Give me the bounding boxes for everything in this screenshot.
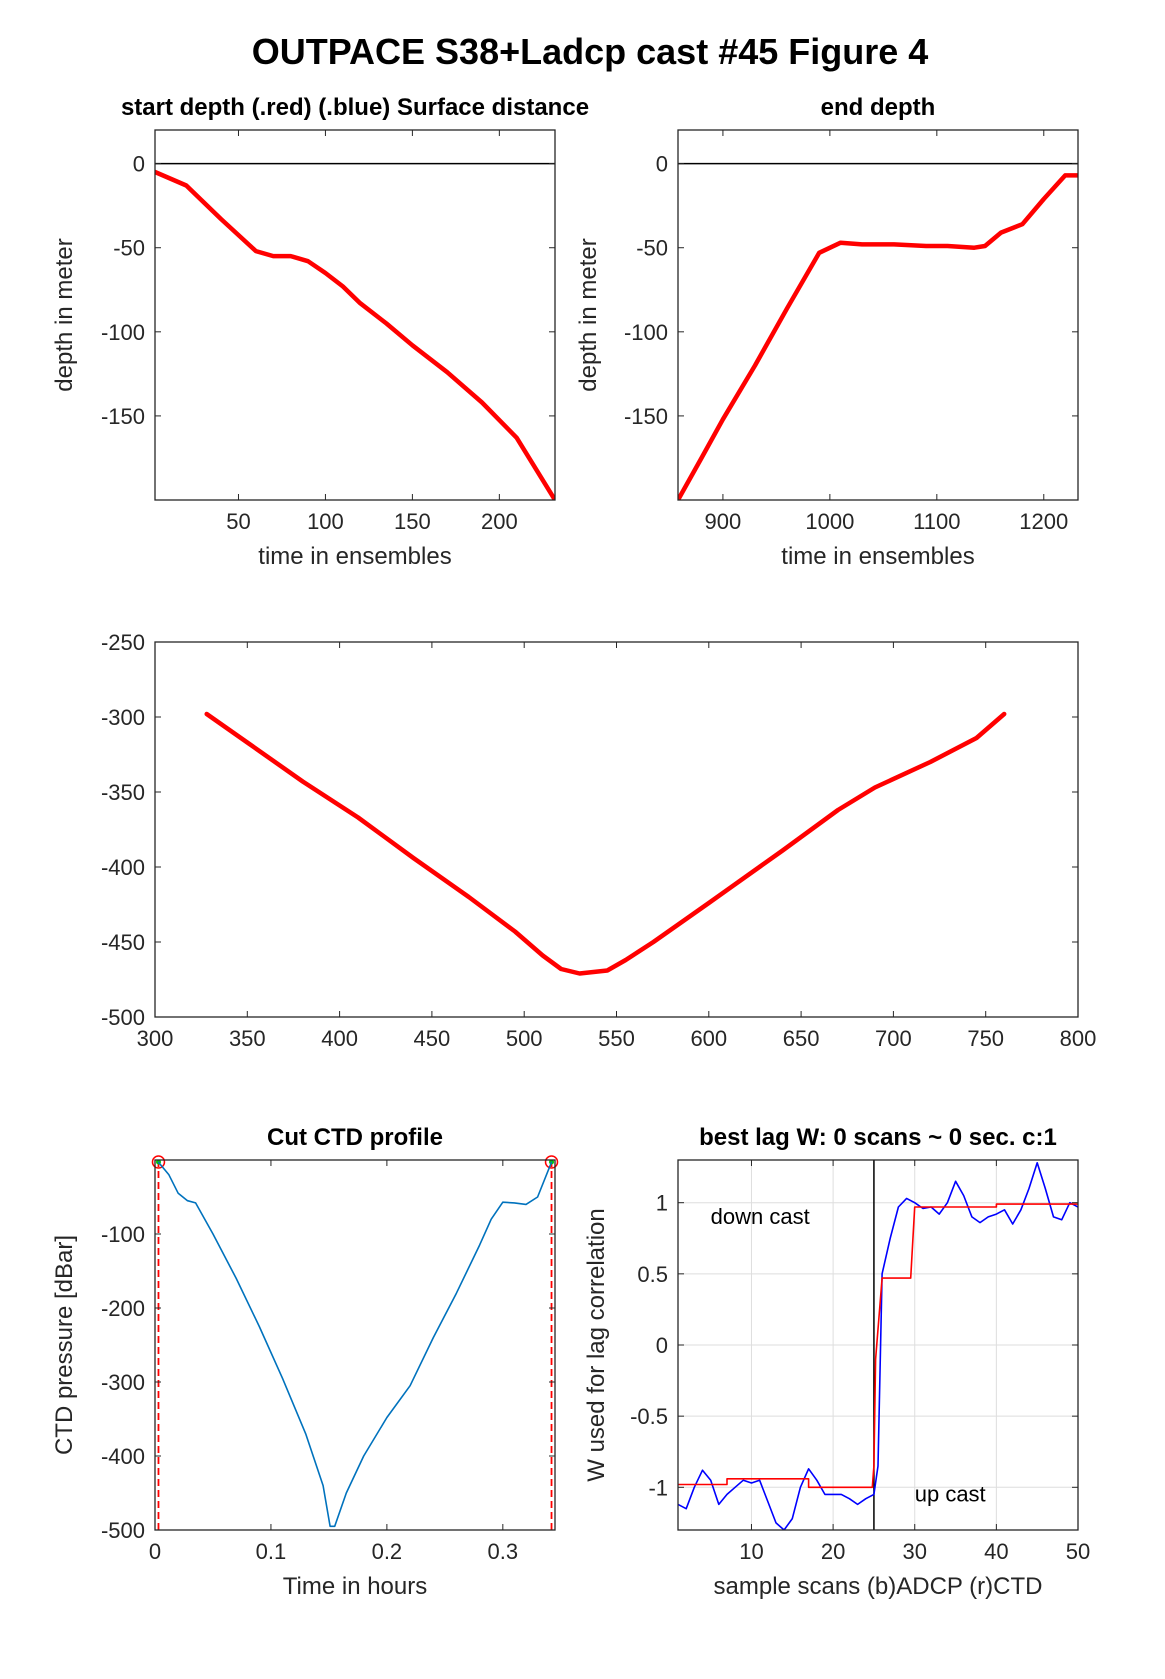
cut-xtick-label-2: 0.2 bbox=[372, 1539, 403, 1564]
lag-xtick-label-1: 20 bbox=[821, 1539, 845, 1564]
cut-ytick-label-3: -400 bbox=[101, 1444, 145, 1469]
panel-cut: 0 0.1 0.2 0.3 -100 -200 -300 -400 -500 Cut CTD pr… bbox=[51, 1124, 559, 1600]
panel-end: 900 1000 1100 1200 0 -50 -100 -150 end depth time… bbox=[575, 94, 1079, 570]
start-ytick-label-2: -100 bbox=[101, 320, 145, 345]
start-axes-box bbox=[154, 129, 556, 501]
middle-ytick-label-0: -250 bbox=[101, 630, 145, 655]
middle-xtick-label-4: 500 bbox=[506, 1026, 543, 1051]
start-ylabel: depth in meter bbox=[51, 238, 78, 391]
cut-ytick-label-4: -500 bbox=[101, 1518, 145, 1543]
start-xtick-label-0: 50 bbox=[226, 509, 250, 534]
cut-series-line-0 bbox=[157, 1161, 553, 1528]
lag-ytick-label-2: 0 bbox=[656, 1333, 668, 1358]
middle-ytick-label-5: -500 bbox=[101, 1005, 145, 1030]
middle-ytick-label-1: -300 bbox=[101, 705, 145, 730]
end-xtick-label-0: 900 bbox=[705, 509, 742, 534]
cut-ytick-label-2: -300 bbox=[101, 1370, 145, 1395]
panel-start: 50 100 150 200 0 -50 -100 -150 start depth (.red… bbox=[51, 94, 589, 570]
cut-title: Cut CTD profile bbox=[267, 1124, 443, 1151]
lag-xtick-label-3: 40 bbox=[984, 1539, 1008, 1564]
lag-xtick-label-2: 30 bbox=[902, 1539, 926, 1564]
start-title: start depth (.red) (.blue) Surface dista… bbox=[121, 94, 589, 121]
lag-xtick-label-4: 50 bbox=[1066, 1539, 1090, 1564]
middle-xtick-label-0: 300 bbox=[137, 1026, 174, 1051]
lag-series-line-1 bbox=[678, 1203, 1078, 1489]
start-ytick-label-0: 0 bbox=[133, 152, 145, 177]
middle-xtick-label-3: 450 bbox=[414, 1026, 451, 1051]
start-series-line-0 bbox=[155, 169, 555, 500]
middle-xtick-label-8: 700 bbox=[875, 1026, 912, 1051]
middle-series-line-0 bbox=[204, 711, 1007, 976]
start-xtick-label-1: 100 bbox=[307, 509, 344, 534]
cut-ylabel: CTD pressure [dBar] bbox=[51, 1235, 78, 1455]
end-series-line-0 bbox=[678, 173, 1078, 500]
start-ytick-label-3: -150 bbox=[101, 404, 145, 429]
middle-plot-area bbox=[155, 642, 1078, 1017]
cut-xlabel: Time in hours bbox=[283, 1573, 428, 1600]
start-xtick-label-2: 150 bbox=[394, 509, 431, 534]
lag-ytick-label-1: 0.5 bbox=[637, 1262, 668, 1287]
lag-ytick-label-4: -1 bbox=[648, 1475, 668, 1500]
panel-lag: 10 20 30 40 50 1 0.5 0 -0.5 -1 best lag W: 0 scans… bbox=[583, 1124, 1090, 1600]
end-ytick-label-1: -50 bbox=[636, 236, 668, 261]
middle-xtick-label-6: 600 bbox=[690, 1026, 727, 1051]
cut-cut-marker-0 bbox=[151, 1155, 166, 1169]
start-plot-area bbox=[155, 130, 555, 500]
lag-series-line-0 bbox=[678, 1162, 1078, 1530]
cut-axes-box bbox=[154, 1159, 556, 1531]
cut-plot-area bbox=[155, 1160, 555, 1530]
end-ytick-label-0: 0 bbox=[656, 152, 668, 177]
lag-ylabel: W used for lag correlation bbox=[583, 1208, 610, 1481]
end-plot-area bbox=[678, 130, 1078, 500]
middle-ytick-label-3: -400 bbox=[101, 855, 145, 880]
cut-ytick-label-0: -100 bbox=[101, 1222, 145, 1247]
lag-title: best lag W: 0 scans ~ 0 sec. c:1 bbox=[699, 1124, 1057, 1151]
end-ytick-label-2: -100 bbox=[624, 320, 668, 345]
lag-annotation-0: down cast bbox=[711, 1204, 810, 1229]
start-xtick-label-3: 200 bbox=[481, 509, 518, 534]
lag-xtick-label-0: 10 bbox=[739, 1539, 763, 1564]
cut-xtick-label-1: 0.1 bbox=[256, 1539, 287, 1564]
figure-title: OUTPACE S38+Ladcp cast #45 Figure 4 bbox=[252, 31, 929, 72]
middle-xtick-label-5: 550 bbox=[598, 1026, 635, 1051]
end-ytick-label-3: -150 bbox=[624, 404, 668, 429]
end-ylabel: depth in meter bbox=[575, 238, 602, 391]
middle-xtick-label-1: 350 bbox=[229, 1026, 266, 1051]
middle-xtick-label-2: 400 bbox=[321, 1026, 358, 1051]
cut-xtick-label-0: 0 bbox=[149, 1539, 161, 1564]
panel-middle: 300 350 400 450 500 550 600 650 700 750 800 -250 -30… bbox=[101, 630, 1096, 1051]
middle-xtick-label-7: 650 bbox=[783, 1026, 820, 1051]
lag-ytick-label-3: -0.5 bbox=[630, 1404, 668, 1429]
end-xtick-label-3: 1200 bbox=[1019, 509, 1068, 534]
middle-ytick-label-4: -450 bbox=[101, 930, 145, 955]
lag-xlabel: sample scans (b)ADCP (r)CTD bbox=[714, 1573, 1043, 1600]
end-xtick-label-1: 1000 bbox=[805, 509, 854, 534]
middle-xtick-label-9: 750 bbox=[967, 1026, 1004, 1051]
end-xtick-label-2: 1100 bbox=[913, 509, 960, 534]
end-xlabel: time in ensembles bbox=[781, 543, 974, 570]
cut-cut-marker-1 bbox=[544, 1155, 559, 1169]
lag-annotation-1: up cast bbox=[915, 1482, 986, 1507]
cut-ytick-label-1: -200 bbox=[101, 1296, 145, 1321]
lag-ytick-label-0: 1 bbox=[656, 1191, 668, 1216]
cut-xtick-label-3: 0.3 bbox=[488, 1539, 519, 1564]
middle-xtick-label-10: 800 bbox=[1060, 1026, 1097, 1051]
middle-ytick-label-2: -350 bbox=[101, 780, 145, 805]
start-xlabel: time in ensembles bbox=[258, 543, 451, 570]
end-title: end depth bbox=[821, 94, 936, 121]
end-axes-box bbox=[677, 129, 1079, 501]
start-ytick-label-1: -50 bbox=[113, 236, 145, 261]
